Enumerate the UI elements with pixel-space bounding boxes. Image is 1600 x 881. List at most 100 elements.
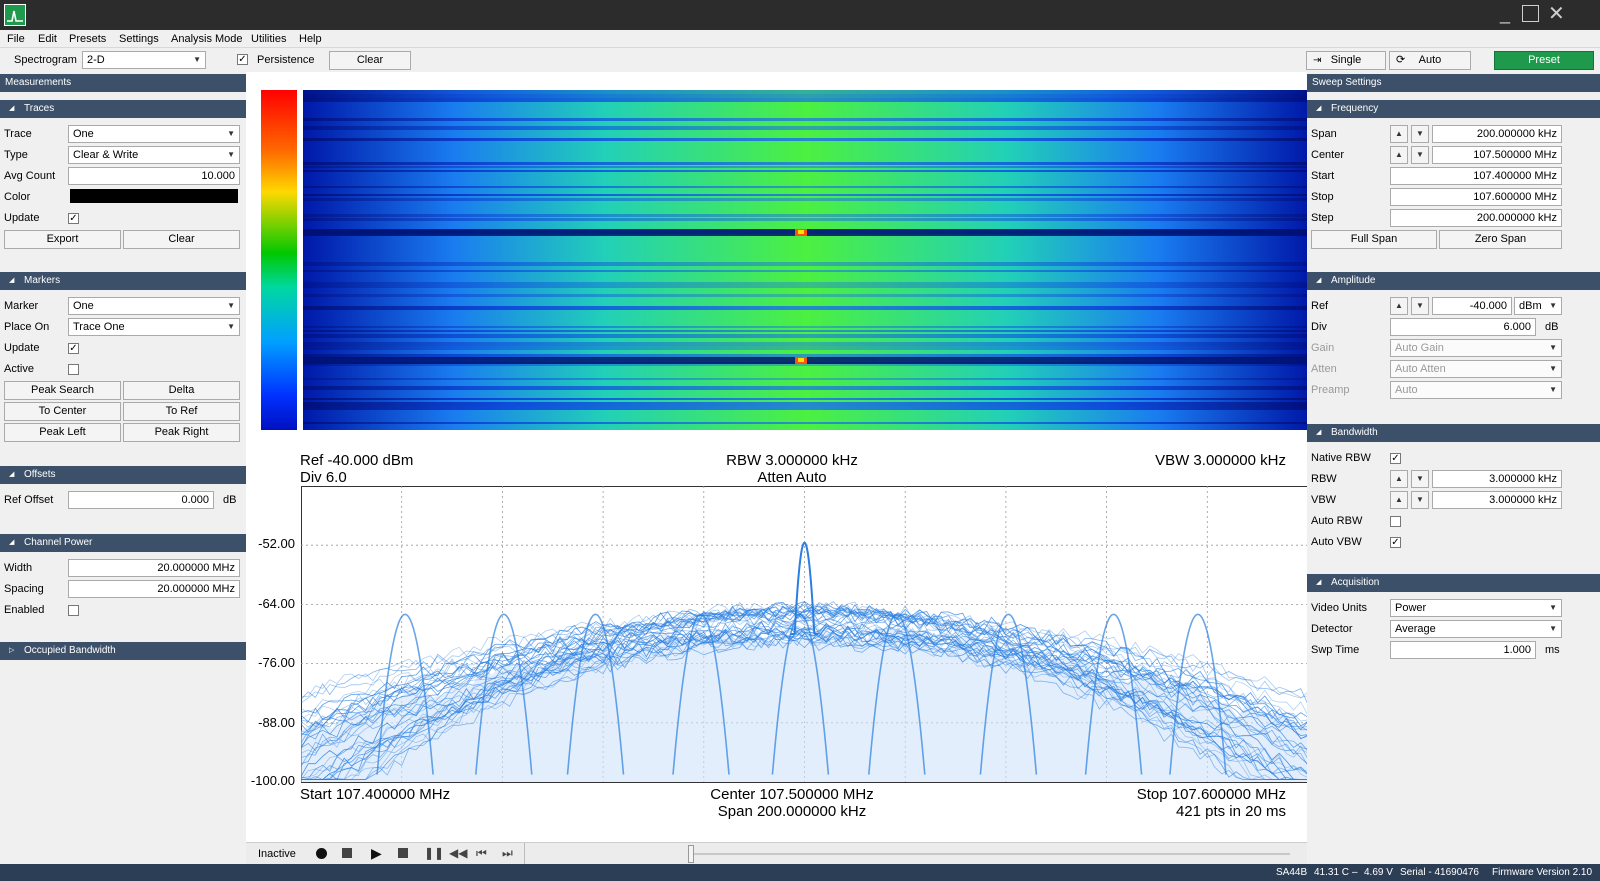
bandwidth-header[interactable]: ◢ Bandwidth	[1307, 424, 1600, 442]
center-field[interactable]: 107.500000 MHz	[1432, 146, 1562, 164]
spectrogram-mode-select[interactable]: 2-D ▼	[82, 51, 206, 69]
spectrum-trace-plot[interactable]	[301, 486, 1311, 784]
trace-select[interactable]: One ▼	[68, 125, 240, 143]
swp-time-field[interactable]: 1.000	[1390, 641, 1536, 659]
rbw-down-icon[interactable]: ▼	[1411, 470, 1429, 488]
peak-right-button[interactable]: Peak Right	[123, 423, 240, 442]
enabled-checkbox[interactable]	[68, 605, 79, 616]
active-checkbox[interactable]	[68, 364, 79, 375]
vbw-down-icon[interactable]: ▼	[1411, 491, 1429, 509]
single-sweep-button[interactable]: ⇥ Single	[1306, 51, 1386, 70]
close-icon[interactable]: ✕	[1548, 3, 1565, 25]
trace-update-checkbox[interactable]: ✓	[68, 213, 79, 224]
menu-analysis-mode[interactable]: Analysis Mode	[171, 33, 243, 45]
menu-settings[interactable]: Settings	[119, 33, 159, 45]
color-label: Color	[4, 191, 31, 203]
vbw-up-icon[interactable]: ▲	[1390, 491, 1408, 509]
full-span-button[interactable]: Full Span	[1311, 230, 1437, 249]
menu-edit[interactable]: Edit	[38, 33, 57, 45]
menu-presets[interactable]: Presets	[69, 33, 107, 45]
rbw-field[interactable]: 3.000000 kHz	[1432, 470, 1562, 488]
stop-playback-icon[interactable]	[398, 848, 408, 858]
ref-up-icon[interactable]: ▲	[1390, 297, 1408, 315]
delta-button[interactable]: Delta	[123, 381, 240, 400]
spectrogram-peak-core	[798, 358, 804, 362]
auto-vbw-checkbox[interactable]: ✓	[1390, 537, 1401, 548]
frequency-header[interactable]: ◢ Frequency	[1307, 100, 1600, 118]
stop-icon[interactable]	[342, 848, 352, 858]
vbw-field[interactable]: 3.000000 kHz	[1432, 491, 1562, 509]
minimize-icon[interactable]: _	[1500, 4, 1511, 24]
skip-forward-icon[interactable]: ⏭	[502, 846, 513, 860]
skip-back-icon[interactable]: ⏮	[476, 846, 487, 860]
chevron-down-icon: ▼	[1549, 343, 1557, 352]
to-center-button[interactable]: To Center	[4, 402, 121, 421]
auto-vbw-label: Auto VBW	[1311, 536, 1362, 548]
persistence-checkbox[interactable]: ✓	[237, 54, 248, 65]
ref-down-icon[interactable]: ▼	[1411, 297, 1429, 315]
auto-sweep-button[interactable]: ⟳ Auto	[1389, 51, 1471, 70]
pause-icon[interactable]: ❚❚	[424, 846, 445, 860]
gain-select[interactable]: Auto Gain ▼	[1390, 339, 1562, 357]
preset-button[interactable]: Preset	[1494, 51, 1594, 70]
native-rbw-checkbox[interactable]: ✓	[1390, 453, 1401, 464]
record-icon[interactable]	[316, 848, 327, 859]
marker-select[interactable]: One ▼	[68, 297, 240, 315]
offsets-header[interactable]: ◢ Offsets	[0, 466, 246, 484]
peak-left-button[interactable]: Peak Left	[4, 423, 121, 442]
playback-slider-track[interactable]	[690, 853, 1290, 855]
clear-persistence-button[interactable]: Clear	[329, 51, 411, 70]
amplitude-header[interactable]: ◢ Amplitude	[1307, 272, 1600, 290]
zero-span-button[interactable]: Zero Span	[1439, 230, 1562, 249]
menu-utilities[interactable]: Utilities	[251, 33, 287, 45]
menu-help[interactable]: Help	[299, 33, 322, 45]
place-on-select[interactable]: Trace One ▼	[68, 318, 240, 336]
step-field[interactable]: 200.000000 kHz	[1390, 209, 1562, 227]
avg-count-field[interactable]: 10.000	[68, 167, 240, 185]
acquisition-header[interactable]: ◢ Acquisition	[1307, 574, 1600, 592]
play-icon[interactable]: ▶	[371, 845, 382, 861]
center-down-icon[interactable]: ▼	[1411, 146, 1429, 164]
video-units-select[interactable]: Power ▼	[1390, 599, 1562, 617]
ref-offset-field[interactable]: 0.000	[68, 491, 214, 509]
playback-bar: Inactive ▶ ❚❚ ◀◀ ⏮ ⏭	[246, 842, 1307, 864]
place-on-label: Place On	[4, 321, 50, 333]
ref-field[interactable]: -40.000	[1432, 297, 1512, 315]
rewind-icon[interactable]: ◀◀	[449, 846, 468, 860]
preamp-select[interactable]: Auto ▼	[1390, 381, 1562, 399]
start-field[interactable]: 107.400000 MHz	[1390, 167, 1562, 185]
spectrogram-image[interactable]	[303, 90, 1309, 430]
menu-file[interactable]: File	[7, 33, 25, 45]
markers-header[interactable]: ◢ Markers	[0, 272, 246, 290]
channel-power-header[interactable]: ◢ Channel Power	[0, 534, 246, 552]
div-field[interactable]: 6.000	[1390, 318, 1536, 336]
marker-label: Marker	[4, 300, 39, 312]
playback-slider-handle[interactable]	[688, 845, 694, 863]
occupied-bandwidth-header[interactable]: ▷ Occupied Bandwidth	[0, 642, 246, 660]
to-ref-button[interactable]: To Ref	[123, 402, 240, 421]
type-select[interactable]: Clear & Write ▼	[68, 146, 240, 164]
maximize-icon[interactable]	[1522, 5, 1539, 22]
traces-header[interactable]: ◢ Traces	[0, 100, 246, 118]
span-up-icon[interactable]: ▲	[1390, 125, 1408, 143]
export-button[interactable]: Export	[4, 230, 121, 249]
triangle-down-icon: ◢	[1316, 429, 1322, 436]
stop-field[interactable]: 107.600000 MHz	[1390, 188, 1562, 206]
marker-update-checkbox[interactable]: ✓	[68, 343, 79, 354]
peak-search-button[interactable]: Peak Search	[4, 381, 121, 400]
atten-select[interactable]: Auto Atten ▼	[1390, 360, 1562, 378]
auto-rbw-checkbox[interactable]	[1390, 516, 1401, 527]
trace-color-swatch[interactable]	[70, 189, 238, 203]
spacing-field[interactable]: 20.000000 MHz	[68, 580, 240, 598]
ref-unit-select[interactable]: dBm ▼	[1514, 297, 1562, 315]
carrier-lobe	[1169, 613, 1227, 775]
span-down-icon[interactable]: ▼	[1411, 125, 1429, 143]
width-field[interactable]: 20.000000 MHz	[68, 559, 240, 577]
spectrum-trace	[301, 606, 1309, 765]
center-up-icon[interactable]: ▲	[1390, 146, 1408, 164]
detector-select[interactable]: Average ▼	[1390, 620, 1562, 638]
trace-clear-button[interactable]: Clear	[123, 230, 240, 249]
rbw-up-icon[interactable]: ▲	[1390, 470, 1408, 488]
span-field[interactable]: 200.000000 kHz	[1432, 125, 1562, 143]
traces-header-label: Traces	[24, 103, 55, 114]
